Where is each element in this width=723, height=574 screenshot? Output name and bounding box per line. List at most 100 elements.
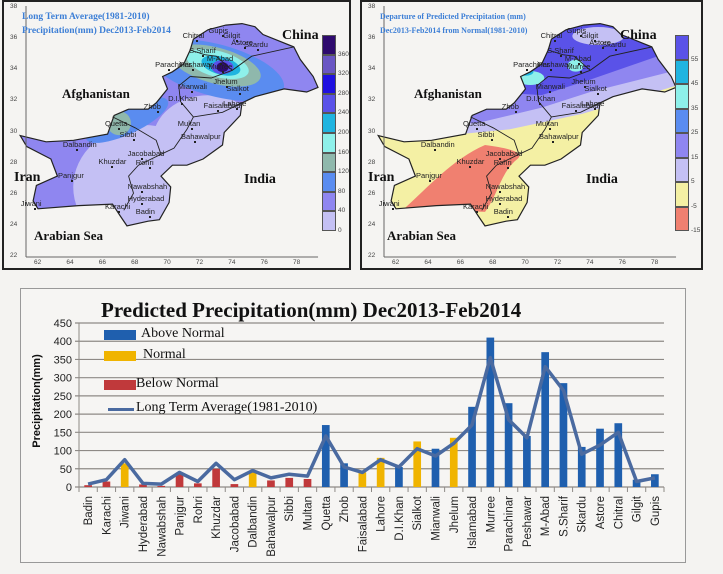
lon-tick-label: 70 — [521, 259, 529, 266]
city-marker — [475, 128, 478, 131]
bar-nawabshah — [157, 485, 166, 487]
colorbar-tick-label: 120 — [338, 168, 349, 176]
bar-dalbandin — [248, 472, 257, 487]
bar-dikhan — [395, 466, 403, 487]
colorbar-swatch — [322, 74, 336, 94]
x-tick-label: Gupis — [650, 496, 662, 526]
label-arabian-sea: Arabian Sea — [34, 228, 103, 243]
city-marker — [195, 39, 198, 42]
x-tick-label: Panjgur — [175, 496, 187, 536]
precipitation-chart: Predicted Precipitation(mm) Dec2013-Feb2… — [20, 288, 686, 563]
x-tick-label: Rohri — [193, 496, 205, 523]
city-label: M-Abad — [206, 54, 234, 64]
colorbar-swatch — [675, 59, 689, 84]
colorbar-tick-label: 360 — [338, 50, 349, 58]
bar-panjgur — [175, 474, 184, 487]
city-marker — [239, 92, 242, 95]
city-label: Gilgit — [223, 30, 241, 40]
y-tick-label: 0 — [66, 482, 72, 494]
legend-label: Long Term Average(1981-2010) — [136, 400, 318, 415]
city-label: D.I.Khan — [168, 94, 198, 104]
colorbar-swatch — [675, 182, 689, 207]
colorbar-swatch — [675, 84, 689, 109]
colorbar-tick-label: 35 — [691, 104, 699, 112]
city-marker — [132, 139, 135, 142]
city-label: Jiwani — [378, 198, 400, 208]
bar-gupis — [651, 474, 659, 487]
city-marker — [192, 69, 195, 72]
lat-tick-label: 24 — [368, 220, 376, 228]
bar-multan — [303, 478, 312, 487]
city-label: Faisalabad — [561, 100, 599, 110]
city-label: Quetta — [104, 119, 128, 129]
label-india: India — [586, 172, 618, 187]
map-right-title-line1: Departure of Predicted Precipitation (mm… — [380, 12, 526, 21]
colorbar-tick-label: 160 — [338, 148, 349, 156]
lon-tick-label: 78 — [293, 259, 301, 266]
city-label: Sialkot — [584, 83, 607, 93]
x-tick-label: Karachi — [101, 496, 113, 535]
city-label: Badin — [135, 206, 155, 216]
bar-karachi — [102, 481, 111, 487]
x-tick-label: Jiwani — [120, 496, 132, 528]
city-label: Badin — [493, 206, 513, 216]
city-marker — [221, 35, 224, 37]
x-tick-label: Hyderabad — [138, 496, 150, 552]
city-marker — [194, 140, 197, 143]
city-label: Murree — [566, 61, 591, 71]
map-left-svg — [18, 6, 319, 258]
lat-tick-label: 22 — [10, 252, 18, 259]
x-tick-label: Sibbi — [284, 496, 296, 522]
bar-khuzdar — [212, 468, 220, 487]
city-label: Peshawar — [179, 60, 213, 70]
city-marker — [597, 92, 600, 95]
city-label: Sibbi — [119, 130, 137, 140]
x-tick-label: Jhelum — [449, 496, 461, 533]
bar-hyderabad — [139, 484, 147, 487]
colorbar-swatch — [322, 191, 336, 212]
label-arabian-sea: Arabian Sea — [387, 228, 456, 243]
colorbar-swatch — [322, 172, 336, 192]
city-label: Peshawar — [537, 60, 571, 70]
lat-tick-label: 24 — [10, 220, 18, 228]
lat-tick-label: 26 — [10, 189, 18, 197]
city-marker — [75, 148, 78, 151]
city-label: Dalbandin — [62, 139, 97, 149]
city-label: Quetta — [462, 119, 486, 129]
y-tick-label: 400 — [54, 336, 72, 348]
city-marker — [498, 157, 501, 160]
colorbar-swatch — [322, 54, 336, 75]
long-term-average-map: Long Term Average(1981-2010) Precipitati… — [2, 0, 351, 270]
legend-label: Below Normal — [136, 376, 219, 391]
city-marker — [236, 39, 239, 42]
bar-rohri — [193, 483, 202, 487]
city-label: Jhelum — [571, 77, 596, 87]
x-tick-label: M-Abad — [540, 496, 552, 536]
city-marker — [490, 139, 493, 142]
x-tick-label: Badin — [83, 496, 95, 525]
legend-label: Normal — [143, 347, 186, 362]
colorbar-tick-label: 40 — [338, 207, 346, 215]
city-label: Chitral — [540, 30, 563, 40]
city-marker — [33, 207, 36, 210]
x-tick-label: Murree — [485, 496, 497, 532]
bar-badin — [84, 485, 92, 487]
lat-tick-label: 34 — [368, 65, 376, 73]
city-marker — [140, 157, 143, 160]
bar-ssharif — [559, 383, 568, 487]
city-marker — [428, 179, 431, 182]
city-label: Chitral — [182, 30, 205, 40]
colorbar-swatch — [675, 35, 689, 60]
city-marker — [219, 63, 222, 66]
lon-tick-label: 72 — [553, 259, 562, 266]
city-marker — [539, 103, 542, 106]
city-label: Multan — [535, 119, 559, 129]
y-tick-label: 350 — [54, 354, 72, 366]
city-marker — [111, 165, 114, 168]
chart-title: Predicted Precipitation(mm) Dec2013-Feb2… — [101, 298, 522, 322]
city-marker — [548, 128, 551, 131]
bar-astore — [596, 428, 604, 487]
bar-bahawalpur — [267, 480, 275, 487]
x-tick-label: Khuzdar — [211, 496, 223, 539]
y-tick-label: 200 — [54, 409, 72, 421]
